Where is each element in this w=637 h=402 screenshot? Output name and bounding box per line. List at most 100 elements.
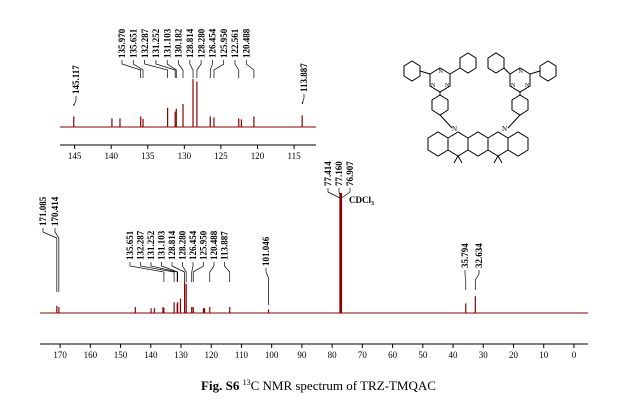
peak-label: 131.103 bbox=[162, 28, 172, 58]
peak-label-leader bbox=[245, 60, 255, 78]
axis-tick-label: 130 bbox=[178, 151, 192, 161]
molecule-structure-drawing: N N N N N N N N bbox=[403, 52, 557, 164]
solvent-label: CDCl3 bbox=[349, 195, 374, 207]
peak-label-leader bbox=[192, 262, 204, 282]
core-n-left: N bbox=[452, 125, 457, 133]
axis-tick-label: 60 bbox=[388, 350, 398, 360]
peak-label: 128.814 bbox=[167, 230, 177, 260]
phenyl-ring-left-2 bbox=[459, 52, 477, 74]
peak-label: 101.046 bbox=[261, 236, 271, 266]
axis-tick-label: 140 bbox=[144, 350, 158, 360]
peak-label-leader bbox=[129, 262, 165, 282]
triazine-n-1: N bbox=[439, 69, 444, 75]
peak-label: 131.103 bbox=[157, 230, 167, 260]
peak-label-leader bbox=[209, 60, 213, 78]
figure-label: Fig. S6 bbox=[201, 378, 240, 393]
peak-label-leader bbox=[224, 262, 231, 282]
phenyl-ring-left-1 bbox=[403, 60, 421, 82]
axis-tick-label: 90 bbox=[297, 350, 307, 360]
peak-label: 171.085 bbox=[38, 196, 48, 226]
axis-tick-label: 160 bbox=[84, 350, 98, 360]
peak-label: 113.887 bbox=[299, 63, 309, 92]
peak-label-leader bbox=[73, 96, 77, 107]
inset-peak-labels: 145.117 135.970 135.651 132.287 131.252 131.1… bbox=[71, 28, 309, 107]
peak-label-leader bbox=[209, 262, 215, 282]
core-ring-5 bbox=[507, 131, 529, 157]
peak-label-leader bbox=[234, 60, 240, 78]
axis-tick-label: 0 bbox=[572, 350, 577, 360]
axis-tick-label: 110 bbox=[235, 350, 249, 360]
core-n-right: N bbox=[502, 125, 507, 133]
axis-tick-label: 50 bbox=[418, 350, 428, 360]
axis-tick-label: 20 bbox=[509, 350, 519, 360]
main-peak-labels: 171.085 170.414 135.651 132.287 131.252 131.1… bbox=[38, 161, 484, 305]
inset-spectrum: 145.117 135.970 135.651 132.287 131.252 131.1… bbox=[60, 28, 316, 161]
axis-tick-label: 120 bbox=[251, 151, 265, 161]
peak-label: 120.488 bbox=[241, 28, 251, 58]
triazine-n-2: N bbox=[431, 83, 436, 89]
main-x-axis: 170 160 150 140 130 120 110 100 90 80 70 60 50 40 30 20… bbox=[40, 343, 588, 360]
peak-label: 132.287 bbox=[136, 230, 146, 260]
peak-label: 126.454 bbox=[208, 28, 218, 58]
triazine-n-6: N bbox=[525, 83, 530, 89]
peak-label: 128.280 bbox=[196, 28, 206, 58]
peak-label-leader bbox=[54, 228, 60, 292]
peak-label-leader bbox=[301, 94, 305, 105]
core-ring-1 bbox=[427, 131, 449, 157]
axis-tick-label: 115 bbox=[287, 151, 301, 161]
peak-label: 76.907 bbox=[345, 161, 355, 186]
peak-label: 77.160 bbox=[334, 161, 344, 186]
peak-label: 120.488 bbox=[209, 230, 219, 260]
peak-label-leader bbox=[213, 60, 225, 78]
peak-label-leader bbox=[132, 60, 144, 78]
triazine-ring-left bbox=[429, 67, 451, 93]
peak-label: 122.561 bbox=[230, 28, 240, 58]
peak-label-leader bbox=[144, 60, 168, 78]
peak-label: 135.651 bbox=[128, 28, 138, 58]
peak-label: 130.182 bbox=[174, 28, 184, 58]
isotope-mass: 13 bbox=[242, 378, 251, 387]
phenyl-ring-left-3 bbox=[431, 94, 449, 116]
peak-label: 113.887 bbox=[220, 231, 230, 260]
peak-label: 125.950 bbox=[199, 230, 209, 260]
axis-tick-label: 140 bbox=[104, 151, 118, 161]
peak-label-leader bbox=[178, 60, 184, 78]
main-peaks bbox=[56, 193, 476, 313]
peak-label-leader bbox=[182, 262, 187, 282]
triazine-n-3: N bbox=[445, 83, 450, 89]
core-ring-2 bbox=[447, 131, 469, 157]
peak-label: 32.634 bbox=[474, 243, 484, 268]
axis-tick-label: 130 bbox=[174, 350, 188, 360]
peak-label-leader bbox=[166, 60, 177, 78]
phenyl-ring-right-2 bbox=[539, 60, 557, 82]
axis-tick-label: 30 bbox=[479, 350, 489, 360]
axis-tick-label: 120 bbox=[204, 350, 218, 360]
triazine-n-4: N bbox=[519, 69, 524, 75]
peak-label-leader bbox=[265, 268, 269, 305]
peak-label: 128.280 bbox=[178, 230, 188, 260]
inset-peaks bbox=[73, 79, 303, 127]
peak-label: 128.814 bbox=[185, 28, 195, 58]
axis-tick-label: 80 bbox=[328, 350, 338, 360]
peak-label: 125.950 bbox=[219, 28, 229, 58]
peak-label-leader bbox=[121, 60, 142, 78]
peak-label: 132.287 bbox=[140, 28, 150, 58]
core-ring-3 bbox=[467, 131, 489, 157]
peak-label-leader bbox=[189, 60, 194, 78]
figure-caption: Fig. S6 13C NMR spectrum of TRZ-TMQAC bbox=[0, 378, 637, 394]
caption-text: C NMR spectrum of TRZ-TMQAC bbox=[250, 378, 436, 393]
peak-label-leader bbox=[327, 188, 341, 199]
peak-label-leader bbox=[196, 60, 202, 78]
peak-label: 135.970 bbox=[117, 28, 127, 58]
axis-tick-label: 10 bbox=[539, 350, 549, 360]
axis-tick-label: 170 bbox=[53, 350, 67, 360]
peak-label-leader bbox=[140, 262, 175, 282]
phenyl-ring-right-1 bbox=[487, 52, 505, 74]
peak-label: 131.252 bbox=[146, 230, 156, 260]
axis-tick-label: 150 bbox=[114, 350, 128, 360]
peak-label: 145.117 bbox=[71, 65, 81, 94]
axis-tick-label: 125 bbox=[214, 151, 228, 161]
core-ring-4 bbox=[487, 131, 509, 157]
phenyl-ring-right-3 bbox=[511, 94, 529, 116]
